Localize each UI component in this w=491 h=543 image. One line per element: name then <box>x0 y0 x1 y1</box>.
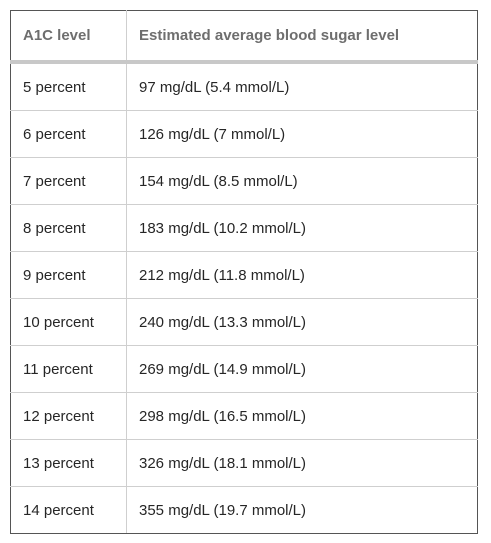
blood-sugar-cell: 154 mg/dL (8.5 mmol/L) <box>126 157 478 205</box>
a1c-table-container: A1C level Estimated average blood sugar … <box>10 10 478 534</box>
a1c-cell: 12 percent <box>10 392 127 440</box>
a1c-cell: 8 percent <box>10 204 127 252</box>
a1c-cell: 11 percent <box>10 345 127 393</box>
header-estimated-average-blood-sugar: Estimated average blood sugar level <box>126 10 478 64</box>
table-row: 9 percent 212 mg/dL (11.8 mmol/L) <box>10 251 478 299</box>
table-row: 5 percent 97 mg/dL (5.4 mmol/L) <box>10 61 478 111</box>
a1c-cell: 9 percent <box>10 251 127 299</box>
a1c-cell: 13 percent <box>10 439 127 487</box>
blood-sugar-cell: 97 mg/dL (5.4 mmol/L) <box>126 61 478 111</box>
a1c-cell: 14 percent <box>10 486 127 534</box>
table-header: A1C level Estimated average blood sugar … <box>10 10 478 64</box>
a1c-cell: 5 percent <box>10 61 127 111</box>
table-row: 12 percent 298 mg/dL (16.5 mmol/L) <box>10 392 478 440</box>
table-row: 8 percent 183 mg/dL (10.2 mmol/L) <box>10 204 478 252</box>
a1c-cell: 7 percent <box>10 157 127 205</box>
a1c-cell: 10 percent <box>10 298 127 346</box>
table-row: 13 percent 326 mg/dL (18.1 mmol/L) <box>10 439 478 487</box>
a1c-table: A1C level Estimated average blood sugar … <box>10 10 478 534</box>
a1c-cell: 6 percent <box>10 110 127 158</box>
header-row: A1C level Estimated average blood sugar … <box>10 10 478 64</box>
table-body: 5 percent 97 mg/dL (5.4 mmol/L) 6 percen… <box>10 61 478 534</box>
table-row: 10 percent 240 mg/dL (13.3 mmol/L) <box>10 298 478 346</box>
blood-sugar-cell: 269 mg/dL (14.9 mmol/L) <box>126 345 478 393</box>
header-a1c-level: A1C level <box>10 10 127 64</box>
blood-sugar-cell: 326 mg/dL (18.1 mmol/L) <box>126 439 478 487</box>
table-row: 11 percent 269 mg/dL (14.9 mmol/L) <box>10 345 478 393</box>
blood-sugar-cell: 126 mg/dL (7 mmol/L) <box>126 110 478 158</box>
blood-sugar-cell: 298 mg/dL (16.5 mmol/L) <box>126 392 478 440</box>
table-row: 7 percent 154 mg/dL (8.5 mmol/L) <box>10 157 478 205</box>
blood-sugar-cell: 240 mg/dL (13.3 mmol/L) <box>126 298 478 346</box>
blood-sugar-cell: 183 mg/dL (10.2 mmol/L) <box>126 204 478 252</box>
table-row: 6 percent 126 mg/dL (7 mmol/L) <box>10 110 478 158</box>
table-row: 14 percent 355 mg/dL (19.7 mmol/L) <box>10 486 478 534</box>
blood-sugar-cell: 212 mg/dL (11.8 mmol/L) <box>126 251 478 299</box>
blood-sugar-cell: 355 mg/dL (19.7 mmol/L) <box>126 486 478 534</box>
